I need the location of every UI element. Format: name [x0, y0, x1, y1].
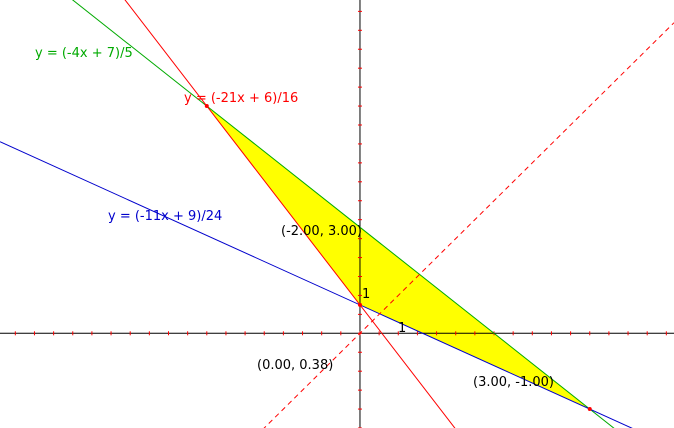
point-vertex-c — [587, 407, 592, 412]
point-vertex-b — [357, 302, 362, 307]
unit-label-y: 1 — [362, 287, 370, 302]
line-blue — [0, 141, 633, 428]
unit-label-x: 1 — [398, 321, 406, 336]
equation-label-blue: y = (-11x + 9)/24 — [108, 209, 222, 224]
vertex-label-a: (-2.00, 3.00) — [281, 224, 362, 239]
chart-labels: y = (-4x + 7)/5 y = (-21x + 6)/16 y = (-… — [35, 46, 554, 390]
equation-label-green: y = (-4x + 7)/5 — [35, 46, 133, 61]
vertex-points — [204, 104, 592, 412]
axis-ticks — [14, 10, 667, 428]
vertex-label-b: (0.00, 0.38) — [257, 358, 333, 373]
vertex-label-c: (3.00, -1.00) — [473, 375, 554, 390]
point-vertex-a — [204, 104, 209, 109]
equation-label-red: y = (-21x + 6)/16 — [184, 91, 298, 106]
